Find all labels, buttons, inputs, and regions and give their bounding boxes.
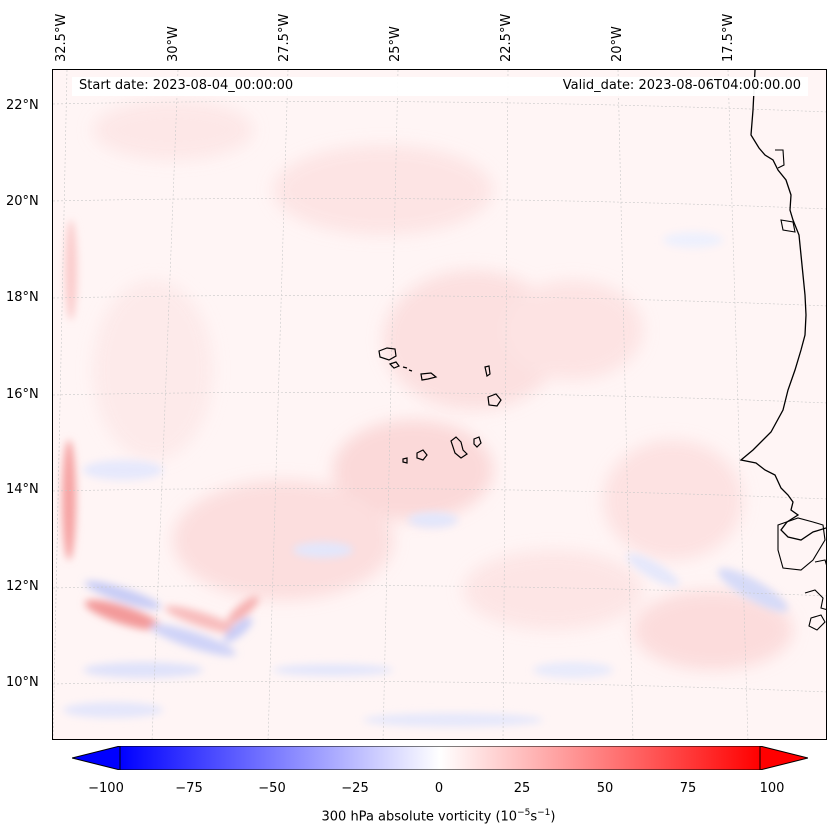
lon-label-17-5w: 17.5°W [721, 13, 736, 62]
lat-label-10n: 10°N [6, 675, 39, 690]
lon-label-22-5w: 22.5°W [499, 13, 514, 62]
colorbar-tick-100: 100 [759, 781, 785, 796]
colorbar-min-extension [72, 746, 121, 770]
colorbar-gradient [119, 746, 761, 770]
lon-label-20w: 20°W [610, 26, 625, 62]
date-info-bar: Start date: 2023-08-04_00:00:00 Valid_da… [72, 77, 808, 96]
lon-label-27-5w: 27.5°W [277, 13, 292, 62]
lon-label-30w: 30°W [166, 26, 181, 62]
lat-label-18n: 18°N [6, 290, 39, 305]
africa-coastline [739, 70, 826, 541]
colorbar-tick-m25: −25 [341, 781, 369, 796]
colorbar-tick-25: 25 [513, 781, 531, 796]
map-panel [52, 69, 827, 740]
colorbar-label: 300 hPa absolute vorticity (10−5s−1) [321, 808, 556, 825]
lat-label-20n: 20°N [6, 194, 39, 209]
vorticity-field [53, 70, 826, 739]
lat-label-14n: 14°N [6, 482, 39, 497]
colorbar-tick-m50: −50 [258, 781, 286, 796]
colorbar-tick-m75: −75 [175, 781, 203, 796]
colorbar-max-extension [759, 746, 808, 770]
lon-label-32-5w: 32.5°W [54, 13, 69, 62]
valid-date-text: Valid_date: 2023-08-06T04:00:00.00 [562, 78, 801, 93]
lat-label-16n: 16°N [6, 387, 39, 402]
colorbar-tick-50: 50 [596, 781, 614, 796]
colorbar [72, 746, 808, 770]
lat-label-12n: 12°N [6, 579, 39, 594]
cape-verde-islands [378, 347, 502, 464]
start-date-text: Start date: 2023-08-04_00:00:00 [79, 78, 294, 93]
lon-label-25w: 25°W [388, 26, 403, 62]
lat-label-22n: 22°N [6, 98, 39, 113]
graticule [53, 70, 826, 739]
colorbar-tick-75: 75 [679, 781, 697, 796]
colorbar-tick-m100: −100 [88, 781, 124, 796]
colorbar-tick-0: 0 [434, 781, 444, 796]
